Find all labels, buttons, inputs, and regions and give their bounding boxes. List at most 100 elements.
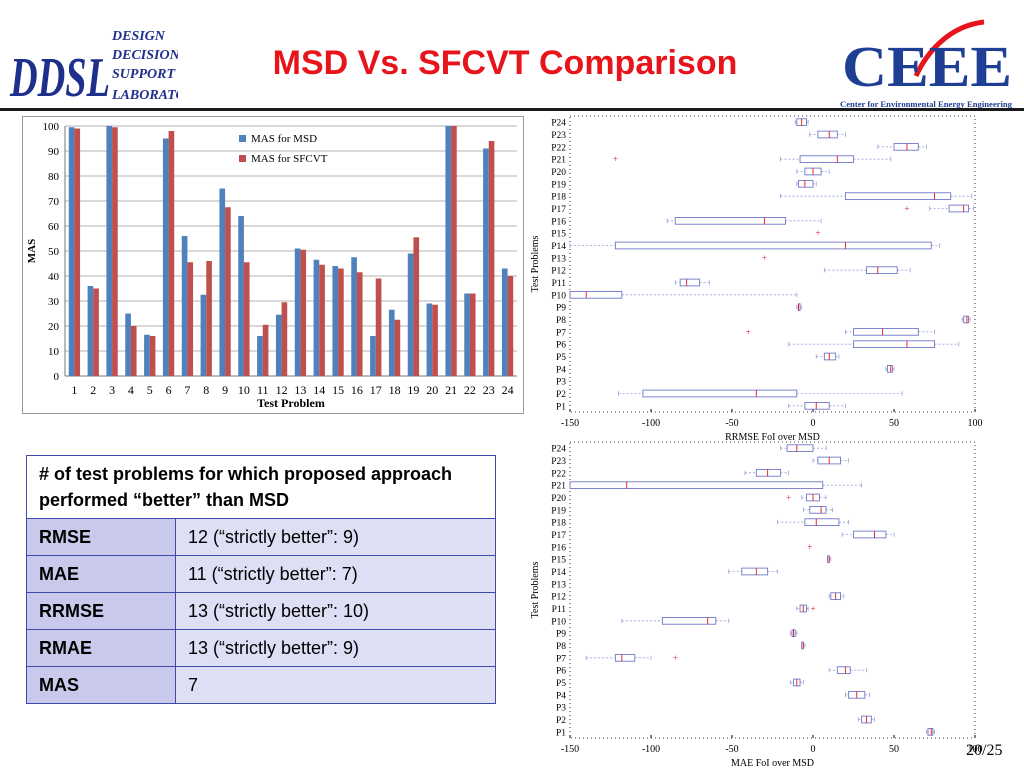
legend-swatch	[239, 155, 246, 162]
bar	[206, 261, 212, 376]
iqr-box	[642, 389, 798, 398]
box-p8	[961, 315, 971, 324]
metric-rrmse: RRMSE	[26, 592, 176, 630]
y-tick-label: P21	[551, 156, 566, 166]
ceee-logo: CEEE Center for Environmental Energy Eng…	[840, 19, 1013, 109]
box-p16: +	[807, 542, 812, 552]
y-tick-label: P4	[556, 691, 566, 701]
value-rmae: 13 (“strictly better”: 9)	[175, 629, 496, 667]
y-tick-label: P23	[551, 457, 566, 467]
box-p7: +	[746, 327, 935, 337]
y-tick-label: 10	[48, 346, 60, 358]
bar	[181, 236, 188, 376]
box-p1	[925, 727, 935, 736]
bar	[187, 262, 194, 376]
table-row: RMSE 12 (“strictly better”: 9)	[26, 518, 496, 556]
y-tick-label: P7	[556, 328, 566, 338]
x-tick-label: 100	[968, 744, 983, 755]
legend-label: MAS for SFCVT	[251, 153, 328, 165]
box-p18	[776, 518, 850, 527]
box-p20	[796, 167, 830, 176]
box-p11	[674, 278, 710, 287]
x-axis-title: Test Problem	[257, 396, 325, 410]
ddsl-logo-mark: DDSL	[9, 47, 110, 108]
bar	[225, 207, 231, 376]
ceee-logo-caption: Center for Environmental Energy Engineer…	[840, 100, 1013, 109]
bar	[451, 126, 457, 376]
bar	[356, 272, 363, 376]
y-tick-label: P22	[551, 143, 566, 153]
metric-mae: MAE	[26, 555, 176, 593]
bar	[168, 131, 175, 376]
logo-line-decision: DECISION	[111, 48, 178, 63]
y-tick-label: P24	[551, 119, 566, 129]
iqr-box	[887, 364, 893, 373]
y-tick-label: 60	[48, 221, 60, 233]
x-tick-label: -100	[642, 418, 660, 429]
bar	[294, 248, 301, 376]
bar	[370, 336, 376, 376]
y-tick-label: P24	[551, 445, 566, 455]
y-tick-label: P8	[556, 316, 566, 326]
box-p14	[728, 567, 778, 576]
legend-label: MAS for MSD	[251, 133, 317, 145]
y-tick-label: P22	[551, 469, 566, 479]
box-p10	[621, 616, 730, 625]
box-p6	[828, 666, 867, 675]
iqr-box	[853, 327, 919, 336]
bar	[262, 324, 269, 376]
iqr-box	[853, 340, 935, 349]
box-p15: +	[815, 228, 820, 238]
x-tick-label: -100	[642, 744, 660, 755]
y-tick-label: P18	[551, 193, 566, 203]
iqr-box	[741, 567, 769, 576]
bar	[338, 268, 344, 376]
bar	[407, 253, 414, 376]
iqr-box	[661, 616, 717, 625]
outlier-marker: +	[673, 653, 678, 663]
x-tick-label: 0	[811, 744, 816, 755]
box-p14	[569, 241, 940, 250]
box-p20: +	[786, 493, 827, 503]
bar	[413, 237, 420, 376]
iqr-box	[804, 401, 830, 410]
bar	[432, 304, 438, 376]
bar	[74, 128, 81, 376]
table-row: RRMSE 13 (“strictly better”: 10)	[26, 592, 496, 630]
bar	[351, 257, 357, 376]
box-p19	[796, 179, 817, 188]
box-p22	[744, 468, 790, 477]
y-tick-label: P6	[556, 667, 566, 677]
table-row: RMAE 13 (“strictly better”: 9)	[26, 629, 496, 667]
iqr-box	[853, 530, 887, 539]
bar	[483, 148, 489, 376]
box-p17: +	[904, 204, 974, 214]
bar	[162, 138, 169, 376]
bar	[388, 309, 395, 376]
x-tick-label: 3	[109, 383, 115, 397]
bar	[87, 286, 94, 376]
box-p23	[812, 456, 850, 465]
y-tick-label: P3	[556, 378, 566, 388]
x-tick-label: 9	[222, 383, 228, 397]
box-p24	[794, 118, 809, 127]
metric-rmae: RMAE	[26, 629, 176, 667]
bar	[106, 126, 113, 376]
x-tick-label: 11	[257, 383, 269, 397]
mas-bar-chart: 0 10 20 30 40 50 60 70 80 90 100 1 2 3 4 5 6 7 8 9 10 11 12 13 1…	[22, 116, 524, 414]
box-p24	[780, 444, 827, 453]
legend: MAS for MSD MAS for SFCVT	[239, 133, 328, 165]
value-mae: 11 (“strictly better”: 7)	[175, 555, 496, 593]
y-tick-label: P14	[551, 242, 566, 252]
y-tick-label: P17	[551, 205, 566, 215]
box-p23	[809, 130, 846, 139]
iqr-box	[799, 155, 854, 164]
x-tick-label: 50	[889, 418, 899, 429]
box-p4	[844, 690, 871, 699]
x-tick-label: -50	[725, 418, 738, 429]
box-p9	[789, 629, 798, 638]
box-p11: +	[796, 604, 816, 614]
iqr-box	[948, 204, 969, 213]
iqr-box	[679, 278, 701, 287]
